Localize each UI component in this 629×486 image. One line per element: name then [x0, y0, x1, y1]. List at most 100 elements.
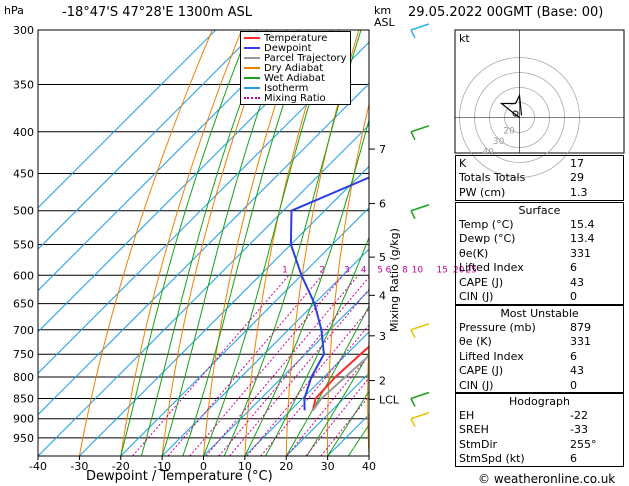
wind-barb-flag: [410, 398, 416, 407]
mixing-ratio-label: 10: [412, 265, 424, 275]
wind-barb: [410, 412, 430, 420]
isotherm-line: [120, 207, 369, 456]
index-value: 6: [570, 349, 577, 363]
legend-item: Temperature: [244, 32, 347, 44]
asl-label: ASL: [374, 16, 395, 29]
wet-adiabat-line: [203, 30, 334, 456]
dry-adiabat-line: [161, 30, 272, 456]
index-label: CAPE (J): [459, 275, 504, 289]
hodograph-box: Hodograph EH -22 SREH -33 StmDir 255° StmSpd (…: [455, 393, 624, 467]
dry-adiabat-line: [120, 30, 243, 456]
mixing-ratio-line: [260, 324, 369, 456]
wind-barb-flag: [410, 29, 416, 39]
axes: 1 2 3 4 5 6 8 10 15 20 253003504004505005506006507…: [13, 23, 477, 473]
mixing-ratio-line: [205, 274, 359, 456]
index-value: 1.3: [570, 185, 588, 199]
mixing-ratio-label: 8: [402, 265, 408, 275]
isotherm-line: [285, 372, 369, 456]
pressure-tick-label: 850: [13, 392, 34, 405]
mixing-ratio-label: 3: [344, 265, 350, 275]
wet-adiabat-line: [182, 30, 309, 456]
mixing-ratio-label: 2: [319, 265, 325, 275]
legend-label: Isotherm: [264, 82, 309, 94]
legend-item: Isotherm: [244, 82, 347, 94]
hodograph-frame: [454, 29, 625, 154]
mixing-ratio-label: 6: [386, 265, 392, 275]
index-row: Totals Totals 29: [456, 171, 623, 185]
pressure-tick-label: 700: [13, 324, 34, 337]
pressure-tick-label: 350: [13, 79, 34, 92]
legend-label: Temperature: [264, 32, 328, 44]
km-tick-label: 3: [379, 330, 386, 343]
index-value: 6: [570, 452, 577, 466]
pressure-tick-label: 400: [13, 126, 34, 139]
mixing-ratio-line: [189, 274, 344, 456]
index-row: CIN (J) 0: [456, 290, 623, 304]
hodograph-kt-label: kt: [459, 32, 470, 45]
isotherm-line: [244, 331, 369, 456]
legend: Temperature Dewpoint Parcel Trajectory Dry …: [240, 31, 351, 105]
isotherm-line: [79, 165, 369, 456]
legend-item: Dewpoint: [244, 43, 347, 54]
hodograph-ring-label: 40: [482, 148, 494, 158]
most-unstable-title: Most Unstable: [500, 307, 579, 320]
wet-adiabat-line: [306, 352, 369, 456]
legend-item: Wet Adiabat: [244, 73, 347, 84]
mixing-ratio-label: 4: [361, 265, 367, 275]
isotherm-line: [203, 289, 369, 456]
index-row: CAPE (J) 43: [456, 364, 623, 378]
isotherm-line: [38, 30, 299, 292]
legend-swatch: [244, 97, 260, 99]
wind-barb: [410, 204, 430, 212]
legend-label: Mixing Ratio: [264, 92, 326, 104]
index-label: CIN (J): [459, 378, 494, 392]
index-row: StmDir 255°: [456, 438, 623, 452]
legend-swatch: [244, 47, 260, 49]
series-parcel-trajectory: [312, 354, 369, 411]
mixing-ratio-axis-title: Mixing Ratio (g/kg): [388, 228, 401, 332]
index-row: EH -22: [456, 409, 623, 423]
index-value: 0: [570, 378, 577, 392]
mixing-ratio-label: 20: [453, 265, 465, 275]
isotherm-line: [38, 124, 369, 456]
isotherm-line: [38, 82, 369, 416]
index-row: CIN (J) 0: [456, 379, 623, 393]
index-value: 879: [570, 321, 591, 334]
index-row: Lifted Index 6: [456, 261, 623, 275]
pressure-tick-label: 950: [13, 432, 34, 445]
wind-barb: [410, 125, 430, 133]
mixing-ratio-line: [218, 276, 369, 456]
temperature-tick-label: 40: [362, 460, 376, 473]
x-axis-title: Dewpoint / Temperature (°C): [86, 469, 273, 484]
legend-item: Dry Adiabat: [244, 63, 347, 74]
wet-adiabat-line: [285, 305, 369, 456]
surface-title: Surface: [518, 204, 561, 217]
index-row: θe (K) 331: [456, 335, 623, 349]
index-label: K: [459, 157, 467, 170]
pressure-tick-label: 750: [13, 348, 34, 361]
index-row: θe(K) 331: [456, 247, 623, 261]
index-label: Dewp (°C): [459, 232, 516, 246]
km-tick-label: LCL: [379, 393, 400, 406]
index-value: 29: [570, 171, 584, 185]
index-value: 17: [570, 157, 584, 170]
km-tick-label: 4: [379, 289, 386, 302]
dry-adiabat-line: [407, 30, 447, 456]
pressure-tick-label: 450: [13, 167, 34, 180]
index-label: SREH: [459, 423, 489, 437]
index-value: 0: [570, 290, 577, 304]
index-row: PW (cm) 1.3: [456, 186, 623, 200]
index-row: Lifted Index 6: [456, 350, 623, 364]
most-unstable-box: Most Unstable Pressure (mb) 879 θe (K) 331 L…: [455, 305, 624, 393]
index-value: 43: [570, 364, 584, 378]
mixing-ratio-line: [229, 288, 369, 456]
index-row: Dewp (°C) 13.4: [456, 232, 623, 246]
wind-barb: [410, 323, 430, 331]
km-label: km: [374, 4, 392, 17]
isotherm-line: [38, 30, 258, 250]
hodograph-ring-label: 30: [493, 137, 505, 147]
pressure-tick-label: 650: [13, 298, 34, 311]
isotherm-line: [161, 248, 369, 456]
index-row: SREH -33: [456, 423, 623, 437]
indices-box-1: K 17 Totals Totals 29 PW (cm) 1.3: [455, 155, 624, 201]
